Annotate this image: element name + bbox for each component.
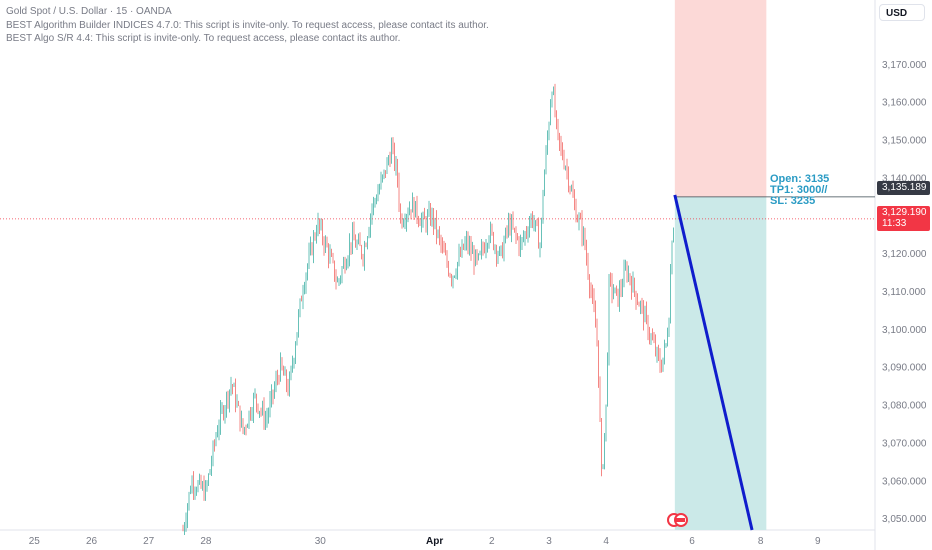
x-tick-label: Apr	[426, 536, 443, 547]
currency-button[interactable]: USD	[879, 4, 925, 21]
x-tick-label: 8	[758, 536, 764, 547]
symbol-title[interactable]: Gold Spot / U.S. Dollar · 15 · OANDA	[6, 6, 172, 17]
stop-loss-zone	[674, 0, 767, 197]
last-price-tag: 3,129.190 11:33	[877, 206, 930, 231]
y-axis-ticks: 3,050.000 3,060.000 3,070.000 3,080.000 3,09…	[882, 60, 927, 525]
x-tick-label: 27	[143, 536, 155, 547]
y-tick-label: 3,100.000	[882, 325, 927, 336]
indicator-legend-1[interactable]: BEST Algorithm Builder INDICES 4.7.0: Th…	[6, 19, 489, 31]
x-tick-label: 9	[815, 536, 821, 547]
x-tick-label: 3	[546, 536, 552, 547]
y-tick-label: 3,070.000	[882, 438, 927, 449]
y-tick-label: 3,170.000	[882, 60, 927, 71]
x-tick-label: 4	[603, 536, 609, 547]
y-tick-label: 3,090.000	[882, 363, 927, 374]
x-tick-label: 25	[29, 536, 41, 547]
event-flag-icon	[676, 518, 685, 522]
y-tick-label: 3,050.000	[882, 514, 927, 525]
x-axis-ticks: 25 26 27 28 30 Apr 2 3 4 6 8 9	[29, 536, 821, 547]
bar-countdown: 11:33	[882, 218, 907, 229]
y-tick-label: 3,060.000	[882, 476, 927, 487]
trade-annotation[interactable]: Open: 3135 TP1: 3000// SL: 3235	[770, 174, 829, 207]
y-tick-label: 3,110.000	[882, 287, 926, 298]
position-zones[interactable]	[674, 0, 767, 530]
y-tick-label: 3,120.000	[882, 249, 927, 260]
event-markers[interactable]	[667, 513, 688, 527]
y-tick-label: 3,160.000	[882, 98, 927, 109]
y-tick-label: 3,080.000	[882, 401, 927, 412]
x-tick-label: 28	[200, 536, 212, 547]
overlay-group	[0, 194, 875, 531]
x-tick-label: 6	[689, 536, 695, 547]
x-tick-label: 30	[315, 536, 327, 547]
y-tick-label: 3,140.000	[882, 173, 927, 184]
last-price-value: 3,129.190	[882, 207, 927, 218]
indicator-legend-2[interactable]: BEST Algo S/R 4.4: This script is invite…	[6, 33, 401, 44]
trade-sl-label: SL: 3235	[770, 195, 816, 207]
trade-open-label: Open: 3135	[770, 173, 830, 185]
x-tick-label: 2	[489, 536, 495, 547]
y-tick-label: 3,150.000	[882, 136, 927, 147]
chart-legend: Gold Spot / U.S. Dollar · 15 · OANDA BES…	[6, 5, 489, 46]
entry-price-tag: 3,135.189	[877, 181, 930, 195]
trade-tp-label: TP1: 3000//	[770, 184, 828, 196]
take-profit-zone	[674, 196, 767, 530]
x-tick-label: 26	[86, 536, 98, 547]
projection-line	[673, 194, 754, 531]
candles-group	[182, 83, 674, 535]
